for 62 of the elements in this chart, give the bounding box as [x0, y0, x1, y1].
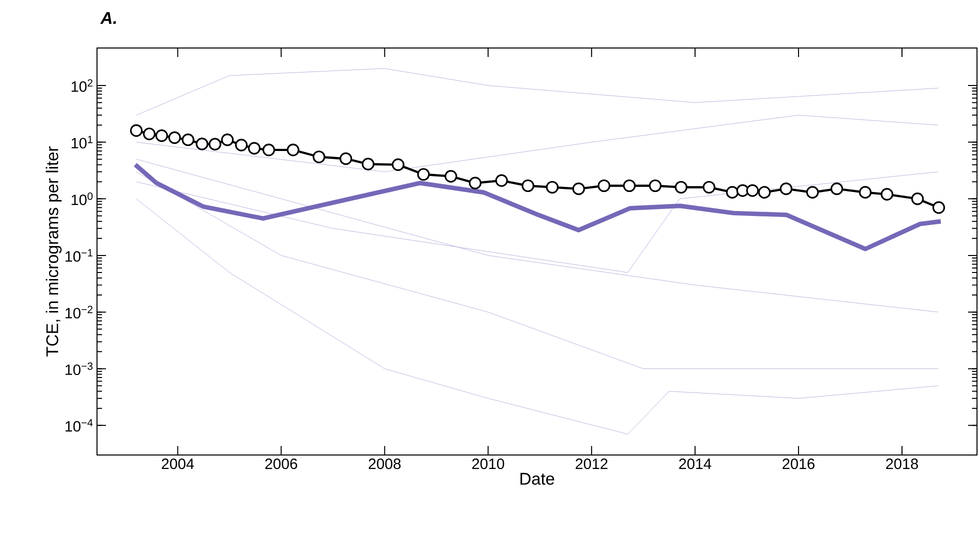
point: [362, 158, 374, 170]
point: [444, 170, 458, 183]
point: [522, 179, 534, 192]
point: [182, 134, 194, 146]
point: [830, 182, 844, 196]
point: [758, 186, 771, 199]
x-tick-label: 2012: [576, 458, 608, 470]
point: [155, 129, 168, 142]
point: [880, 188, 894, 201]
point: [286, 144, 300, 156]
point: [858, 186, 872, 199]
point: [142, 128, 156, 140]
line-series: [133, 162, 944, 252]
y-tick-label: 10$^{−3}$: [66, 362, 93, 376]
x-tick-label: 2008: [368, 458, 401, 470]
point: [746, 184, 759, 197]
y-axis-title: TCE, in micrograms per liter: [46, 146, 62, 357]
y-tick-label: 10$^{−1}$: [66, 249, 92, 262]
x-tick-label: 2018: [886, 458, 918, 470]
point: [468, 176, 482, 190]
point: [623, 179, 636, 192]
y-tick-label: 10$^{1}$: [72, 136, 92, 148]
point: [168, 131, 181, 144]
point: [648, 179, 662, 192]
point: [702, 180, 716, 194]
line-series: [136, 198, 938, 434]
y-tick-label: 10$^{−4}$: [66, 419, 93, 432]
point: [546, 180, 559, 194]
x-tick-label: 2010: [472, 458, 504, 470]
point: [262, 144, 276, 156]
x-tick-label: 2004: [162, 458, 194, 470]
x-tick-label: 2016: [782, 458, 814, 470]
y-tick-label: 10$^{−2}$: [66, 306, 92, 318]
point: [248, 142, 261, 155]
point: [572, 182, 585, 196]
point: [674, 180, 688, 194]
x-tick-label: 2014: [679, 458, 712, 470]
point: [340, 152, 352, 166]
point: [806, 186, 819, 199]
point: [392, 158, 404, 172]
line-series: [136, 172, 938, 369]
point: [911, 192, 924, 206]
y-tick-label: 10$^{0}$: [72, 192, 93, 206]
x-axis-title: Date: [520, 472, 554, 485]
point: [130, 124, 143, 137]
point: [495, 174, 508, 187]
line-series: [136, 114, 938, 172]
y-tick-label: 10$^{2}$: [72, 79, 92, 92]
point: [312, 150, 326, 164]
line-series: [136, 68, 938, 116]
point: [780, 182, 792, 196]
point: [932, 201, 946, 214]
point: [598, 179, 610, 192]
chart-title: A.: [100, 12, 116, 24]
point: [196, 138, 208, 150]
point: [221, 134, 234, 146]
point: [235, 138, 248, 152]
point: [726, 186, 739, 199]
point: [208, 138, 222, 151]
line-series: [136, 158, 938, 312]
point: [417, 168, 430, 181]
x-tick-label: 2006: [265, 458, 298, 470]
